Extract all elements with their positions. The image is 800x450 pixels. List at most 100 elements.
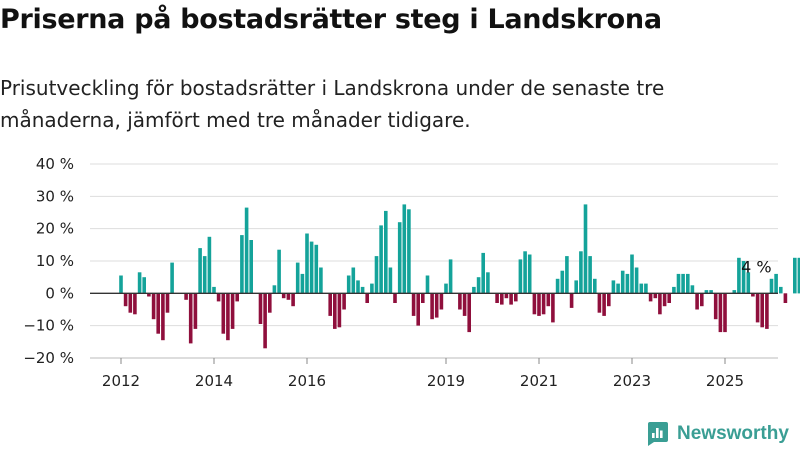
bar-positive: [379, 225, 383, 294]
bar-negative: [128, 293, 133, 313]
bar-positive: [309, 241, 314, 294]
bar-positive: [690, 285, 695, 294]
bar-negative: [133, 293, 137, 315]
bar-negative: [365, 293, 369, 303]
bar-negative: [467, 293, 471, 333]
bar-negative: [193, 293, 198, 329]
bar-positive: [616, 283, 620, 294]
bar-positive: [388, 267, 393, 294]
bar-negative: [411, 293, 416, 316]
bar-positive: [481, 252, 485, 294]
x-tick-label: 2025: [706, 372, 744, 390]
bar-positive: [402, 204, 407, 294]
gridlines: [90, 163, 778, 359]
y-tick-label: −10 %: [23, 317, 74, 335]
bar-positive: [523, 251, 527, 294]
brand-name: Newsworthy: [677, 423, 789, 444]
bar-positive: [518, 259, 523, 294]
bar-negative: [723, 293, 727, 333]
bar-positive: [588, 256, 592, 294]
bar-negative: [263, 293, 267, 349]
bar-positive: [676, 273, 681, 294]
bar-positive: [630, 254, 634, 294]
bar-negative: [653, 293, 658, 299]
y-tick-label: 30 %: [36, 187, 74, 205]
bar-negative: [662, 293, 667, 307]
bar-positive: [639, 283, 644, 294]
bar-positive: [356, 280, 360, 294]
bar-positive: [565, 256, 569, 294]
bar-negative: [509, 293, 513, 305]
bar-positive: [797, 257, 800, 294]
bar-positive: [119, 275, 123, 294]
bar-negative: [537, 293, 541, 316]
bar-positive: [295, 262, 300, 294]
bar-positive: [681, 273, 685, 294]
y-tick-label: −20 %: [23, 349, 74, 367]
bar-negative: [546, 293, 551, 307]
bar-positive: [207, 236, 212, 294]
bar-positive: [370, 283, 374, 294]
x-axis: 2012 2014 2016 2019 2021 2023 2025: [90, 292, 778, 390]
bar-negative: [532, 293, 537, 315]
bar-positive: [634, 267, 639, 294]
bar-positive: [583, 204, 588, 294]
bar-negative: [504, 293, 509, 299]
y-tick-label: 20 %: [36, 220, 74, 238]
bar-negative: [221, 293, 226, 334]
bar-positive: [644, 283, 648, 294]
bar-negative: [713, 293, 718, 320]
bar-negative: [751, 293, 755, 297]
bar-positive: [486, 272, 490, 294]
bar-positive: [774, 273, 778, 294]
bar-negative: [648, 293, 653, 302]
bar-positive: [574, 280, 578, 294]
bar-positive: [625, 273, 630, 294]
newsworthy-logo: Newsworthy: [645, 421, 789, 447]
bar-negative: [569, 293, 574, 308]
bar-positive: [425, 275, 430, 294]
bar-negative: [337, 293, 342, 328]
bar-negative: [462, 293, 467, 316]
bar-negative: [695, 293, 699, 310]
bar-negative: [760, 293, 764, 328]
bar-positive: [737, 257, 741, 294]
annotation: 4 %: [741, 257, 771, 276]
x-tick-label: 2016: [288, 372, 326, 390]
bar-negative: [226, 293, 230, 341]
bar-positive: [444, 283, 448, 294]
bar-positive: [560, 270, 565, 294]
bar-negative: [607, 293, 611, 307]
bar-positive: [527, 254, 532, 294]
bar-positive: [212, 286, 216, 294]
bar-negative: [551, 293, 555, 323]
bar-negative: [328, 293, 332, 316]
bar-negative: [514, 293, 518, 302]
bar-positive: [249, 240, 253, 294]
bar-negative: [235, 293, 239, 302]
bar-negative: [602, 293, 606, 316]
y-tick-label: 40 %: [36, 155, 74, 173]
bar-negative: [123, 293, 128, 307]
bar-negative: [286, 293, 291, 300]
bar-negative: [430, 293, 434, 320]
bar-negative: [184, 293, 188, 300]
bar-negative: [156, 293, 160, 334]
bar-negative: [281, 293, 286, 299]
bar-positive: [384, 210, 388, 294]
bar-negative: [161, 293, 165, 341]
bar-positive: [397, 222, 402, 294]
bar-positive: [407, 209, 411, 294]
bar-positive: [793, 257, 797, 294]
bar-negative: [416, 293, 420, 326]
bar-negative: [342, 293, 346, 310]
bar-positive: [198, 248, 202, 294]
bar-positive: [741, 261, 746, 294]
bar-negative: [500, 293, 504, 305]
bar-positive: [620, 270, 625, 294]
bar-positive: [351, 267, 356, 294]
x-tick-label: 2023: [613, 372, 651, 390]
bar-positive: [769, 278, 774, 294]
bar-negative: [165, 293, 170, 313]
bar-positive: [686, 273, 690, 294]
